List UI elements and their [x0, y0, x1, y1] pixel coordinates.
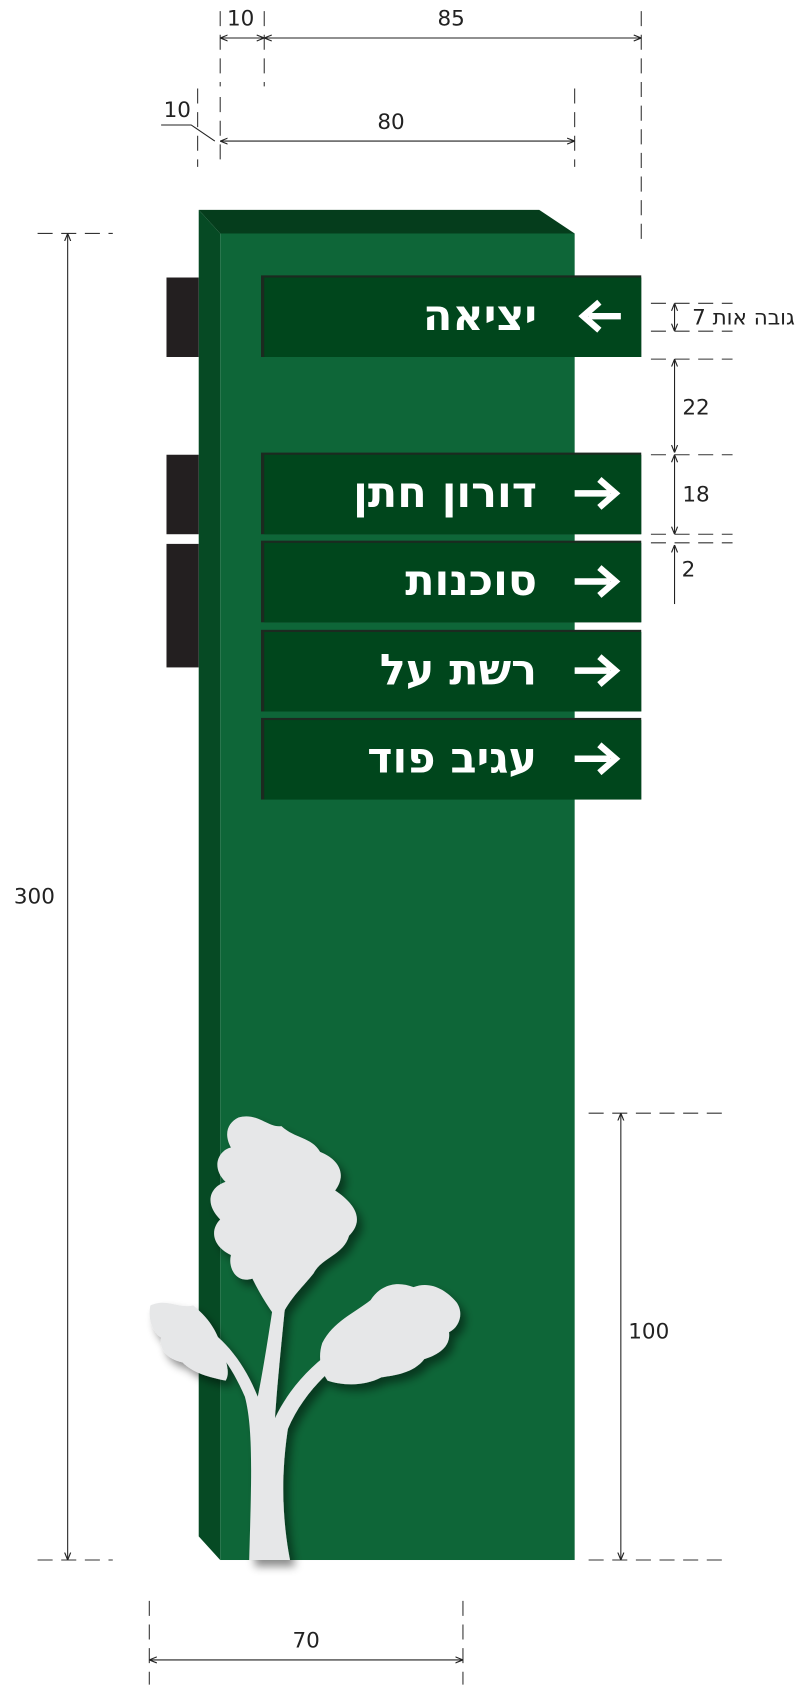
dimension-label: 80	[377, 110, 404, 135]
sign-text: סוכנות	[405, 556, 537, 606]
arrow-icon	[574, 654, 621, 688]
dimension-label: 300	[14, 884, 55, 909]
dimension-label: 18	[682, 483, 709, 508]
arrow-icon	[574, 477, 621, 510]
dimension-label: 70	[292, 1629, 319, 1654]
arrow-icon	[574, 742, 621, 776]
dimension-label: 85	[437, 7, 464, 32]
dimension-label: 2	[682, 558, 696, 583]
tree	[149, 1116, 461, 1561]
dimension-label: 10	[227, 7, 254, 32]
arrow-icon	[578, 299, 621, 333]
arrow-icon	[574, 565, 621, 598]
sign-text: דורון חתן	[353, 468, 537, 518]
dimensions: 10 85 10 80 300 100 70 גובה אות 7 22 18 …	[14, 7, 795, 1685]
sign-panel	[264, 277, 642, 357]
sign-text: יציאה	[423, 291, 537, 341]
sign-text: רשת על	[380, 645, 537, 695]
sign-text: עגיב פוד	[367, 733, 537, 783]
dimension-label: 22	[682, 396, 709, 421]
dimension-label: גובה אות 7	[692, 305, 795, 330]
sign-list: יציאה דורון חתן סוכנות רשת על עגיב פוד	[261, 275, 642, 800]
dimension-label: 10	[164, 98, 191, 123]
dimension-label: 100	[628, 1319, 669, 1344]
